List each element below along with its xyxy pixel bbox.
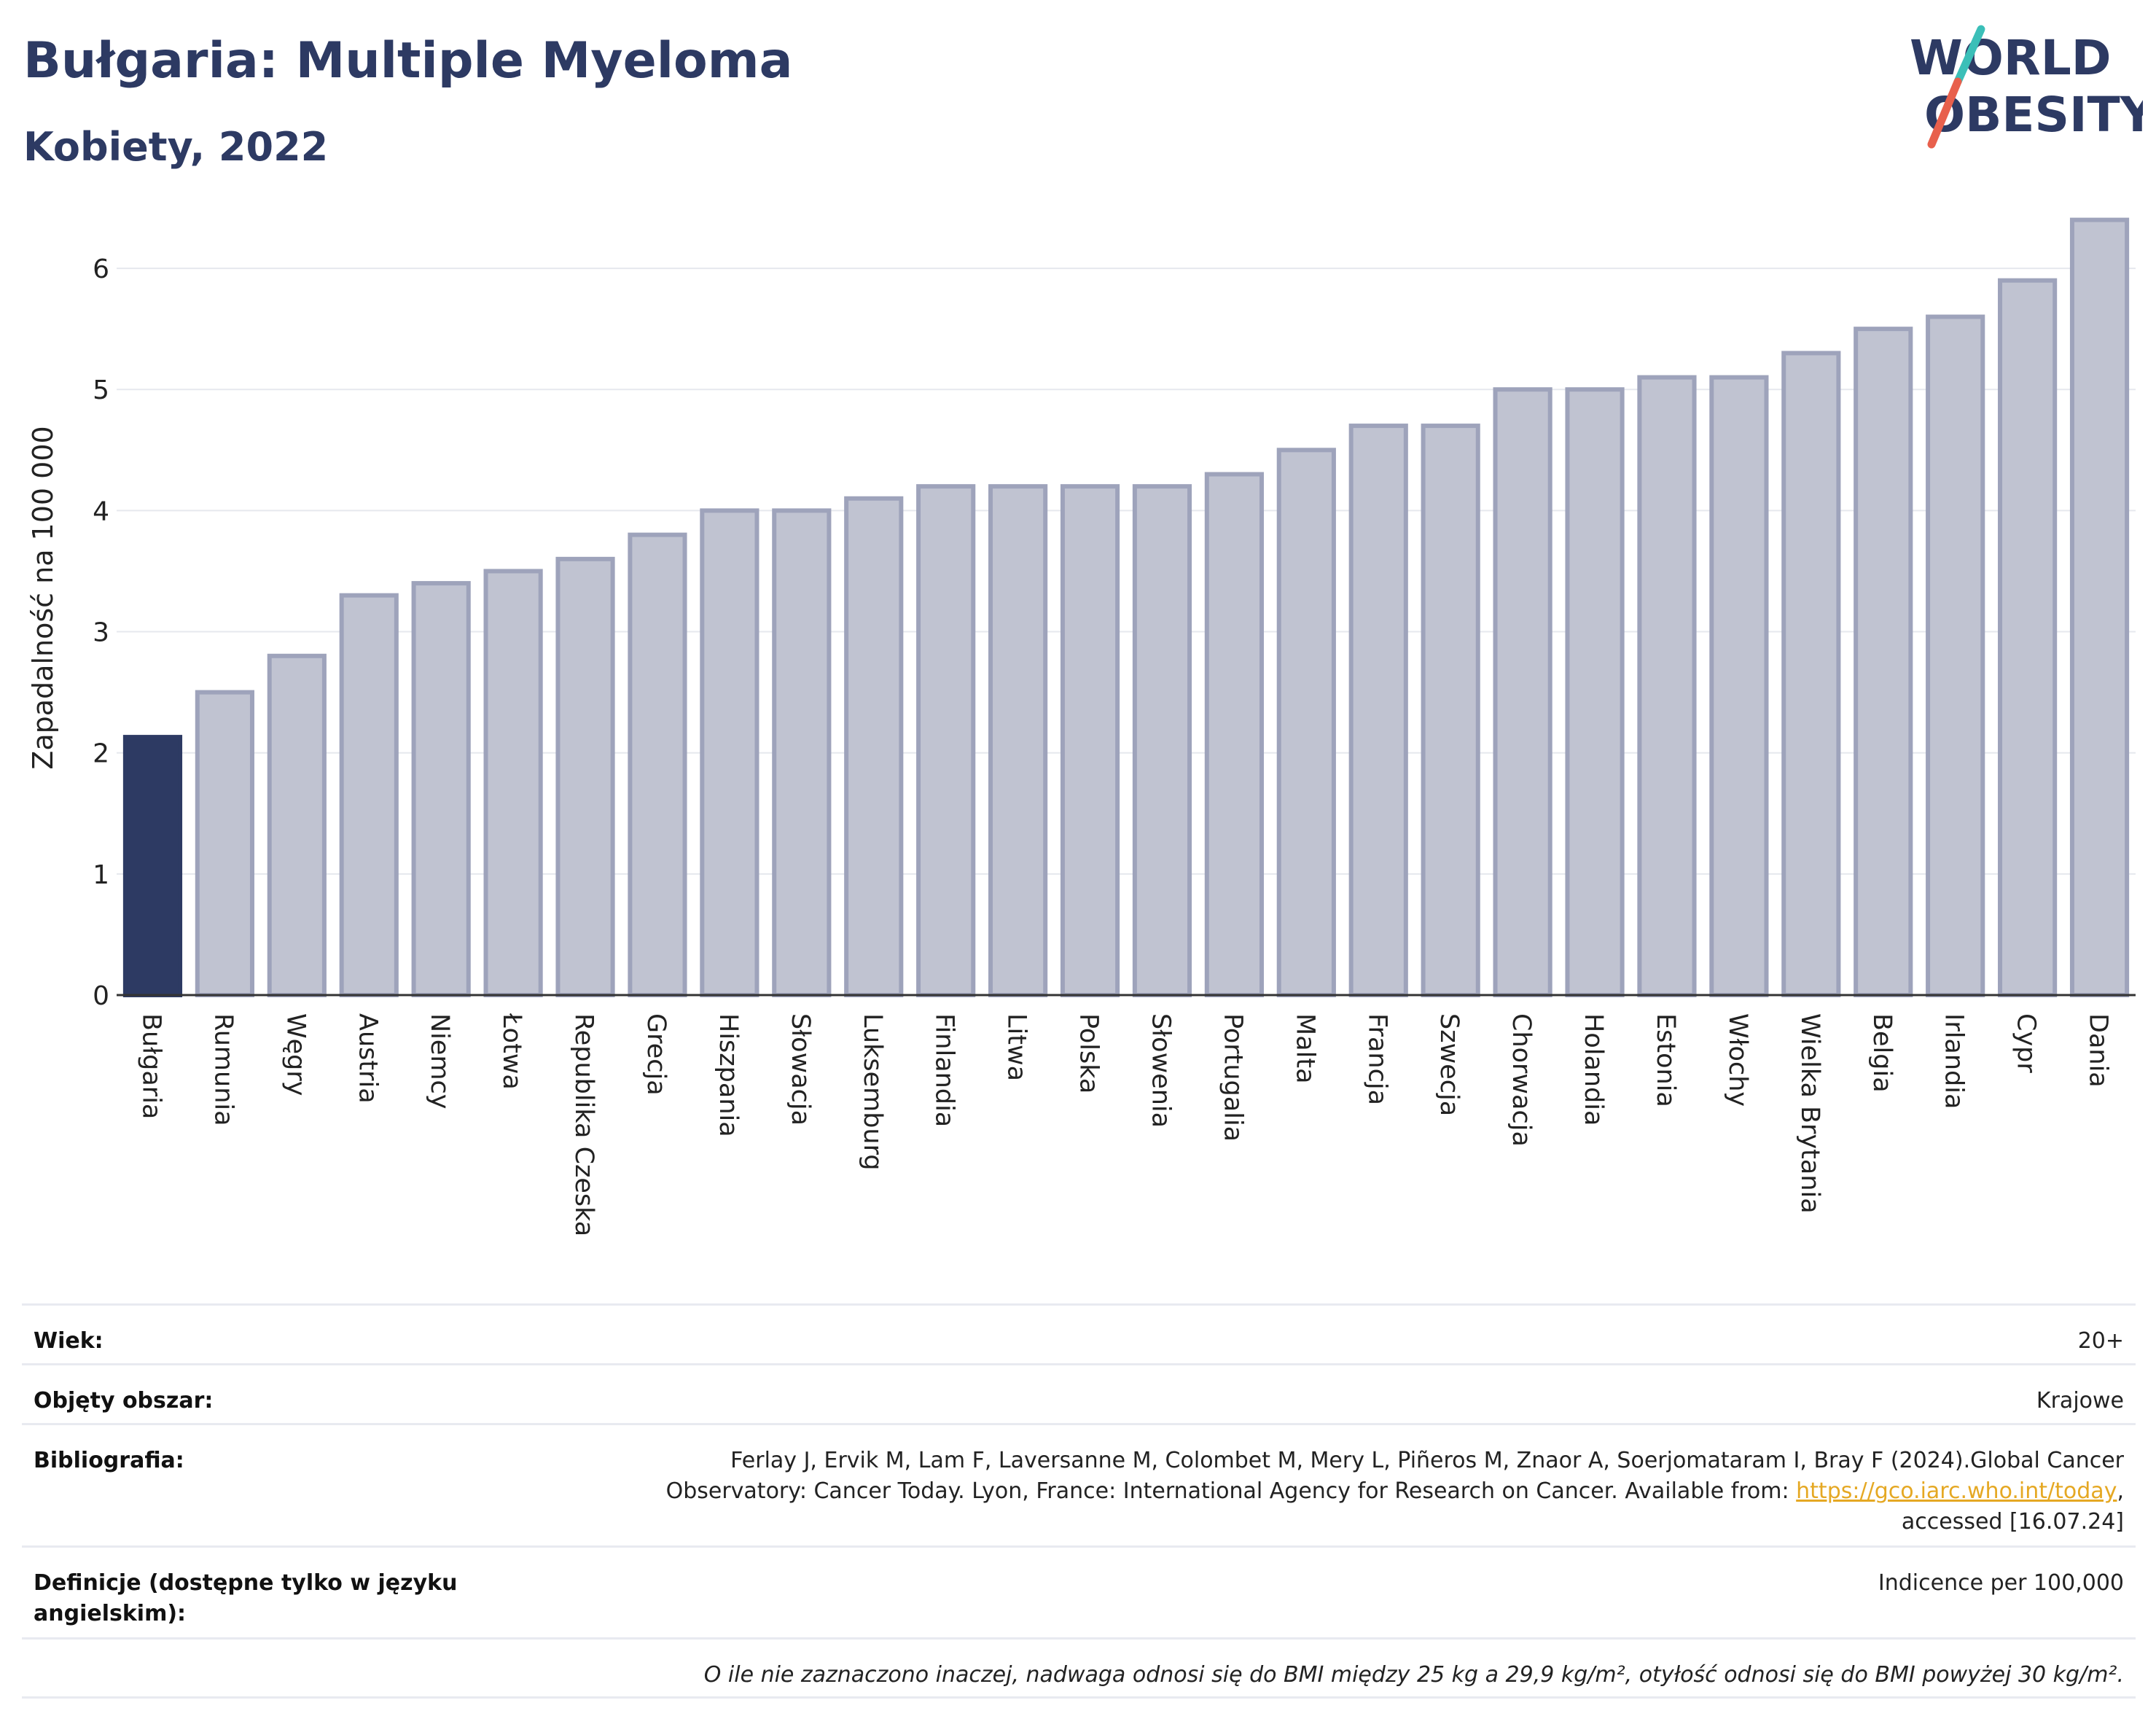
info-row-definitions: Definicje (dostępne tylko w języku angie… [22, 1545, 2136, 1637]
info-table: Wiek: 20+ Objęty obszar: Krajowe Bibliog… [22, 1303, 2136, 1699]
bar [844, 496, 904, 997]
x-tick-label: Słowenia [1146, 1013, 1175, 1128]
bars [122, 217, 2130, 998]
x-axis-labels: Bułgaria Rumunia Węgry Austria Niemcy Łotwa Re… [136, 1013, 2112, 1236]
bar [2069, 217, 2130, 998]
age-label: Wiek: [34, 1328, 103, 1354]
bar [195, 690, 254, 997]
info-row-bibliography: Bibliografia: Ferlay J, Ervik M, Lam F, … [22, 1423, 2136, 1545]
bar [1637, 375, 1697, 997]
info-row-coverage: Objęty obszar: Krajowe [22, 1363, 2136, 1423]
y-tick-label: 4 [93, 496, 109, 526]
bar [483, 569, 543, 997]
x-tick-label: Włochy [1723, 1013, 1752, 1107]
x-tick-label: Portugalia [1218, 1013, 1247, 1142]
bar [267, 653, 327, 997]
x-tick-label: Niemcy [425, 1013, 454, 1110]
source-link[interactable]: https://gco.iarc.who.int/today [1796, 1478, 2117, 1504]
bar-chart: 0 1 2 3 4 5 6 Bułgaria Rumunia Węgry Austria Niemc… [27, 217, 2136, 1236]
bar [1421, 424, 1480, 997]
x-tick-label: Słowacja [786, 1013, 815, 1126]
x-tick-label: Dania [2084, 1013, 2113, 1088]
x-tick-label: Malta [1290, 1013, 1319, 1084]
bar [1854, 327, 1913, 997]
bar [700, 508, 759, 997]
bar [1998, 278, 2058, 997]
bar [1348, 424, 1408, 997]
x-tick-label: Holandia [1579, 1013, 1608, 1126]
x-tick-label: Szwecja [1434, 1013, 1464, 1116]
x-tick-label: Wielka Brytania [1795, 1013, 1824, 1214]
definitions-value: Indicence per 100,000 [1878, 1570, 2124, 1596]
x-tick-label: Finlandia [930, 1013, 959, 1127]
y-tick-label: 0 [93, 981, 109, 1011]
bar [628, 532, 687, 997]
bar [411, 581, 471, 997]
x-tick-label: Republika Czeska [569, 1013, 598, 1236]
x-tick-label: Austria [353, 1013, 382, 1104]
bibliography-label: Bibliografia: [34, 1448, 184, 1473]
bar [1709, 375, 1769, 997]
x-tick-label: Estonia [1651, 1013, 1680, 1107]
bar [1132, 484, 1192, 997]
x-tick-label: Hiszpania [714, 1013, 743, 1137]
bar [1926, 314, 1985, 997]
y-axis-label: Zapadalność na 100 000 [27, 426, 59, 769]
bar [339, 593, 399, 997]
bar [1565, 387, 1625, 997]
y-tick-label: 3 [93, 618, 109, 648]
age-value: 20+ [2077, 1328, 2124, 1354]
coverage-value: Krajowe [2036, 1388, 2124, 1414]
x-tick-label: Chorwacja [1507, 1013, 1536, 1147]
y-tick-label: 5 [93, 375, 109, 405]
x-tick-label: Polska [1074, 1013, 1104, 1093]
info-row-note: O ile nie zaznaczono inaczej, nadwaga od… [22, 1637, 2136, 1699]
x-tick-label: Rumunia [208, 1013, 238, 1126]
x-tick-label: Litwa [1002, 1013, 1031, 1081]
bar [916, 484, 976, 997]
bar [1204, 472, 1264, 997]
bibliography-line-1: Ferlay J, Ervik M, Lam F, Laversanne M, … [730, 1448, 2124, 1473]
y-tick-label: 1 [93, 860, 109, 890]
x-tick-label: Francja [1362, 1013, 1391, 1105]
bmi-note: O ile nie zaznaczono inaczej, nadwaga od… [703, 1662, 2124, 1688]
page-title: Bułgaria: Multiple Myeloma [23, 32, 793, 90]
x-tick-label: Belgia [1867, 1013, 1897, 1093]
bar [772, 508, 832, 997]
x-tick-label: Bułgaria [136, 1013, 165, 1119]
y-tick-label: 6 [93, 254, 109, 284]
x-tick-label: Luksemburg [858, 1013, 887, 1171]
info-row-age: Wiek: 20+ [22, 1303, 2136, 1363]
bibliography-line-3: accessed [16.07.24] [1901, 1509, 2124, 1535]
bar [1276, 448, 1336, 997]
page-subtitle: Kobiety, 2022 [23, 124, 329, 170]
x-tick-label: Irlandia [1940, 1013, 1969, 1109]
bar [1060, 484, 1120, 997]
bar [555, 556, 615, 997]
definitions-label: Definicje (dostępne tylko w języku angie… [34, 1570, 458, 1626]
x-tick-label: Łotwa [497, 1013, 526, 1090]
world-obesity-logo: WORLD OBESITY [1910, 25, 2143, 149]
bibliography-line-2: Observatory: Cancer Today. Lyon, France:… [665, 1478, 2124, 1504]
x-tick-label: Grecja [641, 1013, 671, 1096]
bar [122, 735, 183, 997]
coverage-label: Objęty obszar: [34, 1388, 214, 1414]
x-tick-label: Cypr [2012, 1013, 2041, 1073]
svg-text:OBESITY: OBESITY [1924, 87, 2143, 143]
bar [1493, 387, 1552, 997]
bar [988, 484, 1048, 997]
y-axis-ticks: 0 1 2 3 4 5 6 [93, 254, 109, 1011]
svg-text:WORLD: WORLD [1910, 30, 2112, 86]
bibliography-value: Ferlay J, Ervik M, Lam F, Laversanne M, … [666, 1446, 2124, 1537]
x-tick-label: Węgry [281, 1013, 310, 1096]
y-tick-label: 2 [93, 739, 109, 769]
bar [1781, 351, 1841, 997]
